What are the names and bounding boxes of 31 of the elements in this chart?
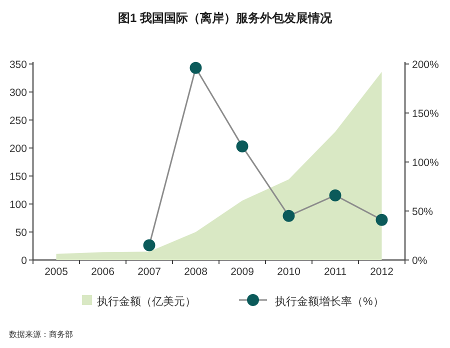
x-tick-label: 2007 [138,266,162,278]
point [282,210,295,222]
point [329,189,342,202]
y-tick-label: 200 [9,143,28,155]
point [236,140,248,152]
x-tick-label: 2008 [184,266,208,278]
x-tick-label: 2005 [44,266,68,278]
y2-tick-label: 200% [412,59,439,71]
y-tick-label: 250 [9,115,28,127]
y-tick-label: 50 [15,227,28,239]
y-tick-label: 350 [9,59,28,71]
x-tick-label: 2006 [91,266,115,278]
y2-tick-label: 0% [412,255,428,267]
chart-title: 图1 我国国际（离岸）服务外包发展情况 [118,11,333,25]
y2-tick-label: 150% [412,108,439,120]
x-tick-label: 2010 [277,266,301,278]
x-tick-label: 2012 [370,266,394,278]
y-tick-label: 100 [9,199,28,211]
x-tick-label: 2009 [230,266,254,278]
y-tick-label: 150 [9,171,28,183]
point [143,239,156,252]
source-note: 数据来源：商务部 [9,330,73,339]
x-tick-label: 2011 [324,266,347,278]
legend-label: 执行金额增长率（%） [275,295,384,308]
y2-tick-label: 100% [412,157,439,169]
point [376,214,388,226]
legend-label: 执行金额（亿美元） [97,295,196,308]
y2-tick-label: 50% [412,206,434,218]
y-tick-label: 0 [21,255,28,267]
point [190,62,202,74]
y-tick-label: 300 [9,87,28,99]
